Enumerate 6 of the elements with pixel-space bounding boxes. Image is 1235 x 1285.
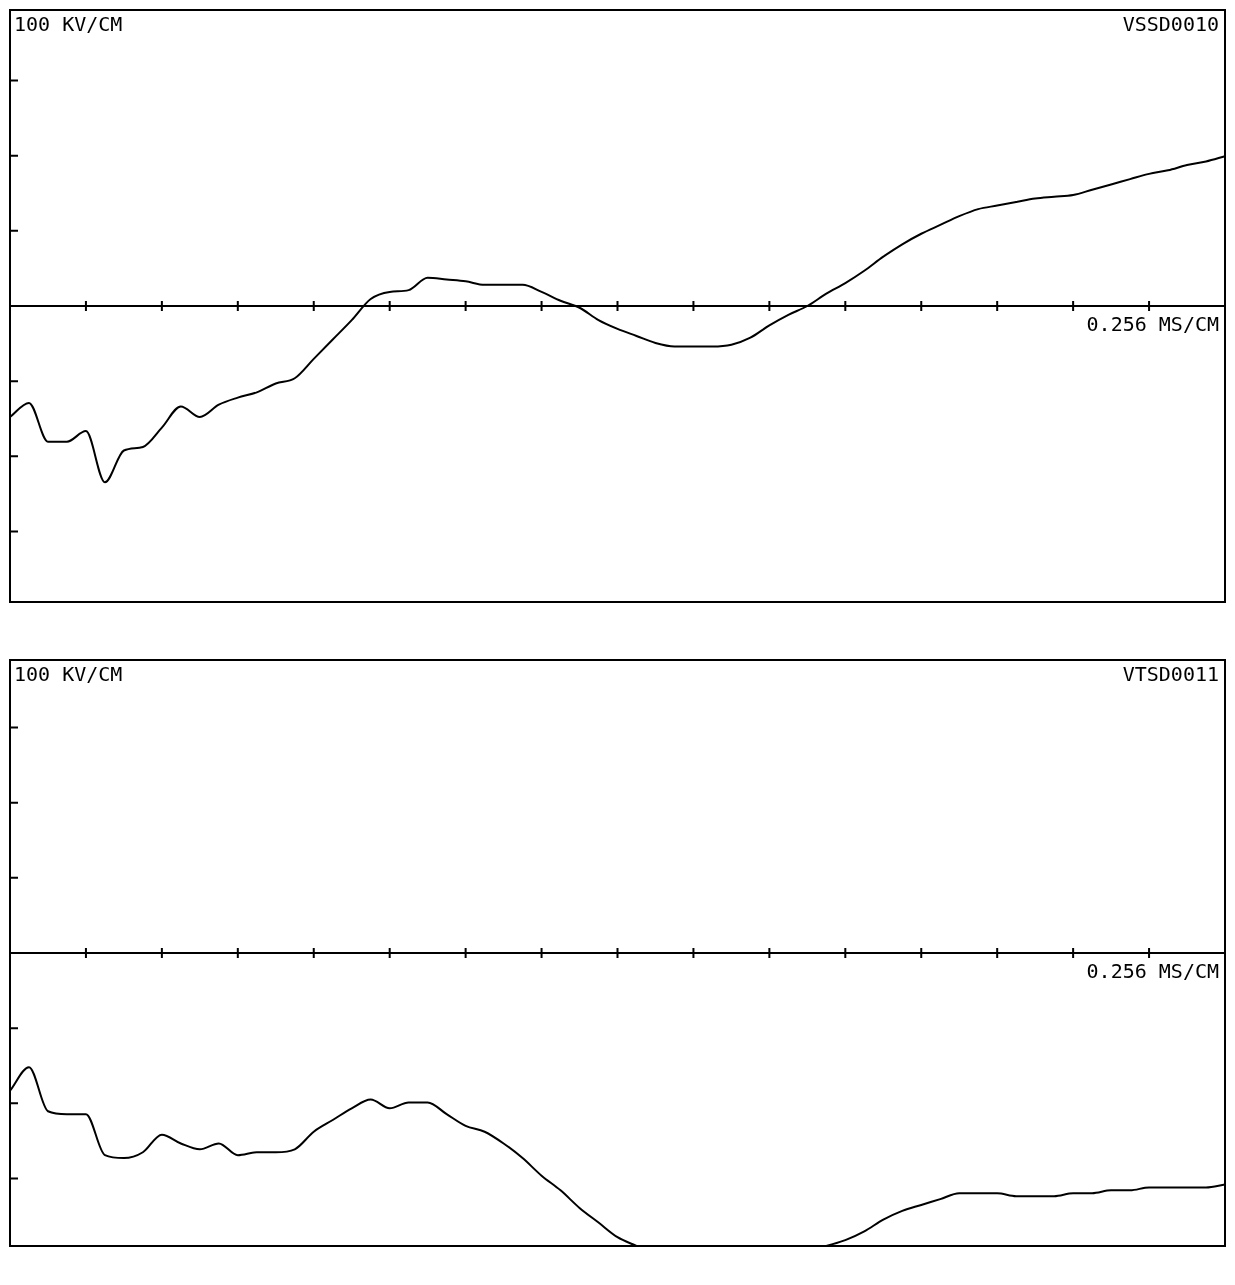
text: VTSD0011: [1122, 662, 1219, 687]
annotation: 0.256 MS/CM: [1086, 312, 1219, 337]
text: 100 KV/CM: [14, 12, 123, 37]
text: 100 KV/CM: [14, 662, 123, 687]
annotation: 0.256 MS/CM: [1086, 959, 1219, 984]
text: VSSD0010: [1122, 12, 1219, 37]
